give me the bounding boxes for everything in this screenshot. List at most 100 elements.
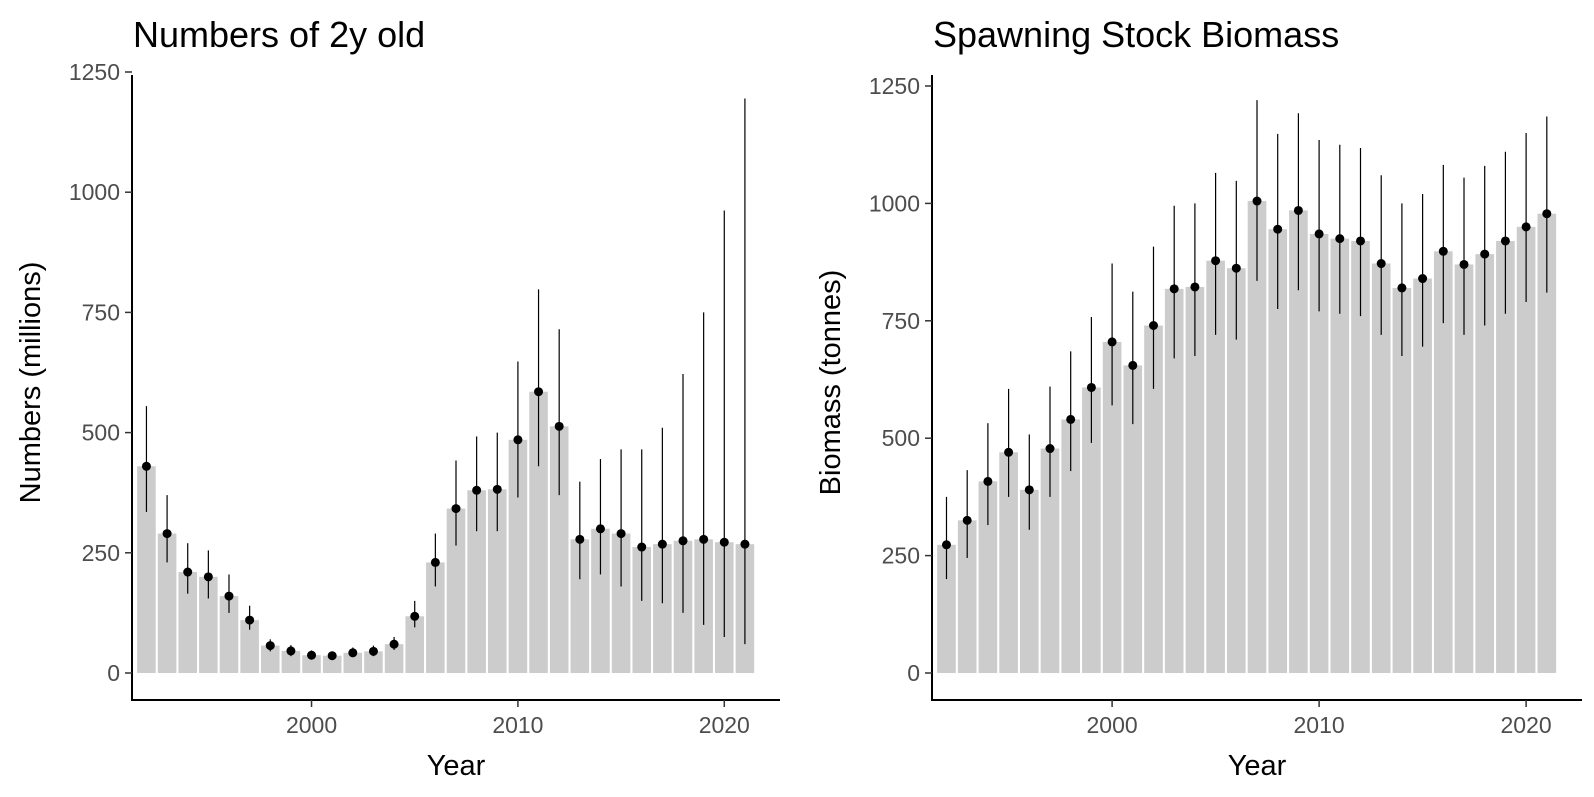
panel1-x-tick-label: 2000 — [286, 712, 337, 738]
panel2-point — [1376, 259, 1386, 269]
panel1-point — [616, 529, 626, 539]
panel2-point — [1086, 382, 1096, 392]
panel1-point — [740, 539, 750, 549]
panel2-bar — [978, 481, 998, 673]
panel1-bar — [302, 655, 321, 673]
panel2-bar — [1247, 201, 1267, 673]
panel2-bar — [1516, 226, 1536, 673]
panel2-point — [1107, 337, 1117, 347]
panel1-y-tick-label: 250 — [82, 540, 120, 566]
panel2-point — [1190, 282, 1200, 292]
panel2-bar — [1206, 260, 1225, 673]
panel1-y-tick-label: 750 — [82, 299, 120, 325]
panel2-bar — [1413, 278, 1432, 673]
panel2-bar — [1226, 268, 1246, 673]
panel1-point — [307, 650, 317, 660]
panel1-point — [595, 524, 605, 534]
panel2-y-axis-title: Biomass (tonnes) — [815, 270, 847, 496]
panel1-point — [162, 529, 172, 539]
panel1-point — [245, 615, 255, 625]
panel2-point — [1211, 256, 1221, 266]
panel1-point — [327, 651, 337, 661]
panel2-point — [1252, 196, 1262, 206]
panel1-bar — [405, 616, 425, 673]
panel2-bar — [1371, 263, 1391, 673]
panel1-bar — [281, 650, 301, 673]
panel2-y-tick-label: 250 — [882, 543, 920, 569]
panel2-bar — [1289, 210, 1308, 673]
panel1-bar — [570, 539, 590, 673]
panel2-bar — [957, 520, 977, 673]
panel1-point — [141, 461, 151, 471]
panel1-x-axis-title: Year — [427, 750, 486, 782]
panel2-x-tick-label: 2020 — [1501, 712, 1552, 738]
panel2-point — [1418, 274, 1428, 284]
panel2-bar — [1185, 286, 1205, 673]
panel1-point — [286, 646, 296, 656]
panel2-y-tick-label: 750 — [882, 308, 920, 334]
panel1-point — [554, 421, 564, 431]
panel2-point — [1397, 283, 1407, 293]
panel2-x-tick-label: 2000 — [1087, 712, 1138, 738]
panel2-point — [1459, 259, 1469, 269]
panel1-bar — [157, 533, 177, 673]
panel2-bar — [1351, 240, 1370, 673]
panel2-point — [1335, 234, 1345, 244]
panel1-bar — [199, 576, 218, 673]
panel2-point — [1066, 414, 1076, 424]
panel2-point — [1024, 485, 1034, 495]
panel2-bar — [1061, 419, 1081, 673]
panel2-point — [1438, 246, 1448, 256]
panel1-point — [657, 539, 667, 549]
panel2-point — [1148, 320, 1158, 330]
panel1-point — [410, 611, 420, 621]
panel2-title: Spawning Stock Biomass — [933, 14, 1339, 55]
panel1-point — [183, 567, 193, 577]
panel1-point — [513, 435, 523, 445]
panel1-bar — [549, 426, 569, 673]
panel2-bar — [1392, 287, 1412, 673]
panel1-y-tick-label: 1250 — [69, 59, 120, 85]
panel2-point — [1273, 224, 1283, 234]
panel2-point — [1128, 360, 1138, 370]
panel1-bar — [364, 651, 383, 673]
panel2-x-axis-title: Year — [1228, 750, 1287, 782]
panel1-bar — [632, 547, 652, 673]
panel1-bar — [426, 562, 445, 673]
panel1-bar — [240, 620, 259, 673]
panel2-bar — [1102, 341, 1122, 673]
panel1-point — [430, 557, 440, 567]
panel1-point — [368, 646, 378, 656]
panel2-point — [1521, 222, 1531, 232]
panel2-point — [1480, 249, 1490, 259]
panel1-point — [389, 639, 399, 649]
panel1-bar — [322, 655, 342, 673]
panel1-x-tick-label: 2020 — [699, 712, 750, 738]
panel2-y-tick-label: 500 — [882, 425, 920, 451]
panel1-bar — [508, 439, 528, 673]
panel1-bar — [446, 508, 466, 673]
panel1-bar — [529, 391, 548, 673]
panel1-y-tick-label: 1000 — [69, 179, 120, 205]
panel1-bar — [260, 645, 280, 673]
panel2-bar — [1164, 288, 1184, 673]
panel1-point — [224, 591, 234, 601]
panel1-bar — [137, 466, 156, 673]
panel1-point — [719, 537, 729, 547]
panel2-bar — [1040, 448, 1060, 673]
panel2-point — [1542, 209, 1552, 219]
panel1-point — [637, 542, 647, 552]
panel1-bar — [611, 533, 631, 673]
panel2-y-tick-label: 1000 — [869, 190, 920, 216]
panel2-point — [962, 515, 972, 525]
panel1-point — [534, 387, 544, 397]
panel2-bar — [1019, 489, 1039, 673]
panel2-point — [1500, 236, 1510, 246]
panel1-bar — [178, 572, 198, 673]
panel1-bar — [487, 489, 507, 673]
panel2-bar — [1123, 365, 1143, 673]
panel1-point — [265, 641, 275, 651]
panel1-x-tick-label: 2010 — [492, 712, 543, 738]
panel2-bar — [1330, 238, 1350, 673]
